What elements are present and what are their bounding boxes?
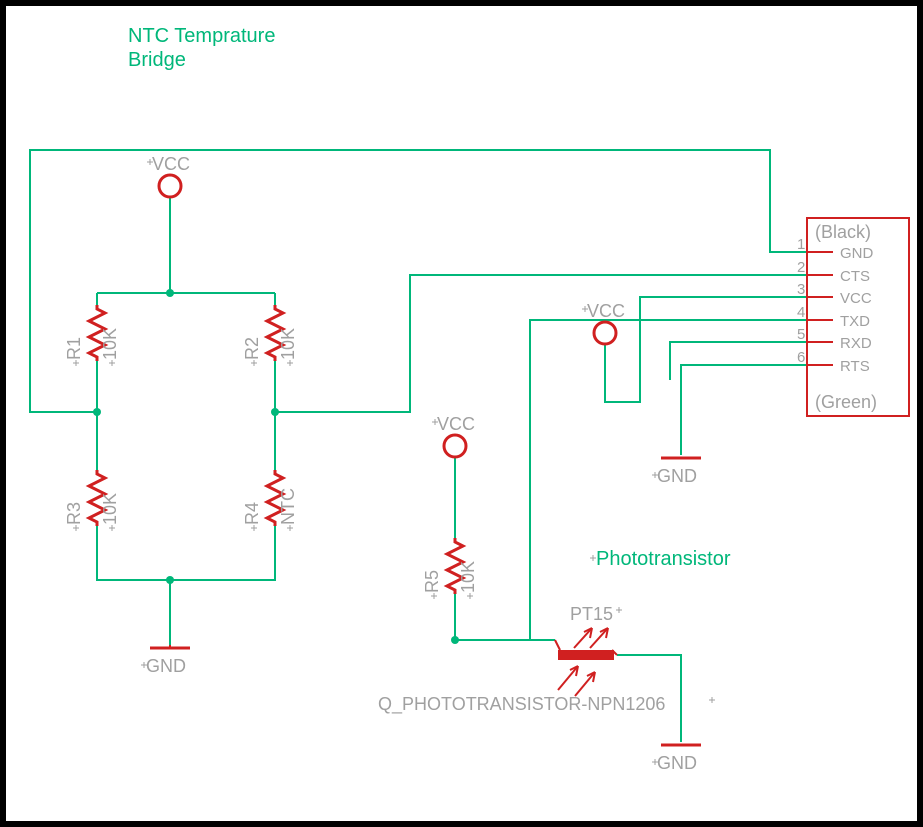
conn-bottom: (Green) <box>815 392 877 412</box>
ref: R3 <box>64 502 84 525</box>
ref: R2 <box>242 337 262 360</box>
junction <box>271 408 279 416</box>
pin-num: 1 <box>797 236 805 253</box>
pin-num: 3 <box>797 281 805 298</box>
pt-type: Q_PHOTOTRANSISTOR-NPN1206 <box>378 694 665 715</box>
vcc-label: VCC <box>437 414 475 434</box>
pin-num: 6 <box>797 349 805 366</box>
pin-num: 4 <box>797 304 805 321</box>
title-line1: NTC Temprature <box>128 25 275 47</box>
pin-name: TXD <box>840 313 870 330</box>
val: 10K <box>458 561 478 593</box>
val: 10K <box>278 328 298 360</box>
schematic-svg: NTC Temprature Bridge <box>0 0 923 827</box>
junction <box>451 636 459 644</box>
gnd-label: GND <box>657 466 697 486</box>
vcc-label: VCC <box>152 154 190 174</box>
pin-name: RXD <box>840 335 872 352</box>
section-label: Phototransistor <box>596 548 731 570</box>
pin-name: GND <box>840 245 874 262</box>
val: 10K <box>100 493 120 525</box>
pin-name: CTS <box>840 268 870 285</box>
pin-num: 2 <box>797 259 805 276</box>
val: NTC <box>278 488 298 525</box>
conn-top: (Black) <box>815 222 871 242</box>
ref: R4 <box>242 502 262 525</box>
pt-ref: PT15 <box>570 604 613 624</box>
ref: R5 <box>422 570 442 593</box>
junction <box>166 576 174 584</box>
gnd-label: GND <box>657 753 697 773</box>
gnd-label: GND <box>146 656 186 676</box>
schematic-frame: NTC Temprature Bridge <box>0 0 923 827</box>
pin-name: RTS <box>840 358 870 375</box>
title-line2: Bridge <box>128 49 186 71</box>
ref: R1 <box>64 337 84 360</box>
junction <box>93 408 101 416</box>
pin-name: VCC <box>840 290 872 307</box>
val: 10K <box>100 328 120 360</box>
junction <box>166 289 174 297</box>
pin-num: 5 <box>797 326 805 343</box>
vcc-label: VCC <box>587 301 625 321</box>
